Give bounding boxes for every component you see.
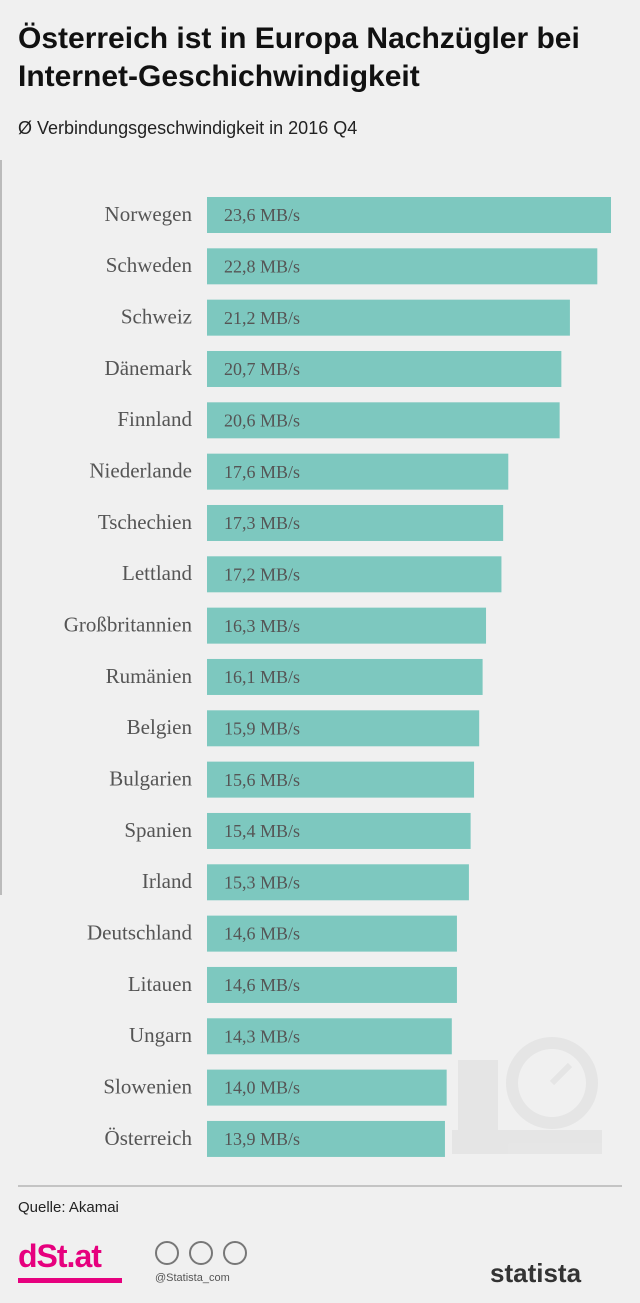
speed-icon: [452, 1037, 602, 1154]
value-label: 20,7 MB/s: [224, 359, 300, 379]
value-label: 14,6 MB/s: [224, 924, 300, 944]
category-label: Niederlande: [89, 458, 192, 482]
category-label: Spanien: [124, 818, 192, 842]
value-label: 23,6 MB/s: [224, 205, 300, 225]
category-label: Finnland: [117, 407, 192, 431]
category-label: Deutschland: [87, 920, 192, 944]
value-label: 14,0 MB/s: [224, 1078, 300, 1098]
logo: dSt.at: [18, 1238, 102, 1274]
category-label: Lettland: [122, 561, 192, 585]
bar: [207, 299, 570, 336]
bar: [207, 812, 471, 849]
value-label: 17,3 MB/s: [224, 513, 300, 533]
chart-title: Österreich ist in Europa Nachzügler bei …: [18, 22, 580, 93]
category-label: Slowenien: [103, 1074, 192, 1098]
brand: statista: [490, 1258, 582, 1288]
bar: [207, 248, 598, 285]
value-label: 15,4 MB/s: [224, 821, 300, 841]
category-label: Tschechien: [98, 510, 193, 534]
bar: [207, 607, 487, 644]
category-label: Schweiz: [121, 304, 192, 328]
handle: @Statista_com: [155, 1272, 230, 1284]
bar: [207, 966, 457, 1003]
value-label: 15,6 MB/s: [224, 770, 300, 790]
value-label: 14,3 MB/s: [224, 1026, 300, 1046]
bar: [207, 453, 509, 490]
category-label: Rumänien: [106, 664, 193, 688]
bar: [207, 350, 562, 387]
category-label: Großbritannien: [64, 612, 193, 636]
value-label: 21,2 MB/s: [224, 308, 300, 328]
value-label: 22,8 MB/s: [224, 256, 300, 276]
logo-bar: [18, 1278, 122, 1283]
category-label: Belgien: [127, 715, 193, 739]
bar: [207, 864, 469, 901]
value-label: 15,3 MB/s: [224, 872, 300, 892]
category-label: Irland: [142, 869, 193, 893]
bar: [207, 658, 483, 695]
value-label: 16,1 MB/s: [224, 667, 300, 687]
category-label: Litauen: [128, 972, 193, 996]
value-label: 14,6 MB/s: [224, 975, 300, 995]
category-label: Österreich: [105, 1126, 193, 1150]
category-label: Ungarn: [129, 1023, 192, 1047]
value-label: 15,9 MB/s: [224, 718, 300, 738]
value-label: 17,6 MB/s: [224, 462, 300, 482]
bar: [207, 1069, 447, 1106]
cc-icons: [155, 1241, 247, 1265]
bar: [207, 710, 480, 747]
category-label: Schweden: [106, 253, 193, 277]
value-label: 20,6 MB/s: [224, 410, 300, 430]
bar: [207, 556, 502, 593]
bar: [207, 915, 457, 952]
category-label: Dänemark: [105, 356, 193, 380]
value-label: 17,2 MB/s: [224, 564, 300, 584]
bar: [207, 761, 475, 798]
value-label: 16,3 MB/s: [224, 616, 300, 636]
value-label: 13,9 MB/s: [224, 1129, 300, 1149]
bar: [207, 504, 504, 541]
chart-subtitle: Ø Verbindungsgeschwindigkeit in 2016 Q4: [18, 118, 358, 138]
category-label: Bulgarien: [109, 766, 192, 790]
bar: [207, 1018, 452, 1055]
bar: [207, 402, 560, 439]
bar: [207, 197, 611, 233]
category-label: Norwegen: [105, 202, 193, 226]
source: Quelle: Akamai: [18, 1199, 119, 1216]
bar: [207, 1120, 445, 1157]
